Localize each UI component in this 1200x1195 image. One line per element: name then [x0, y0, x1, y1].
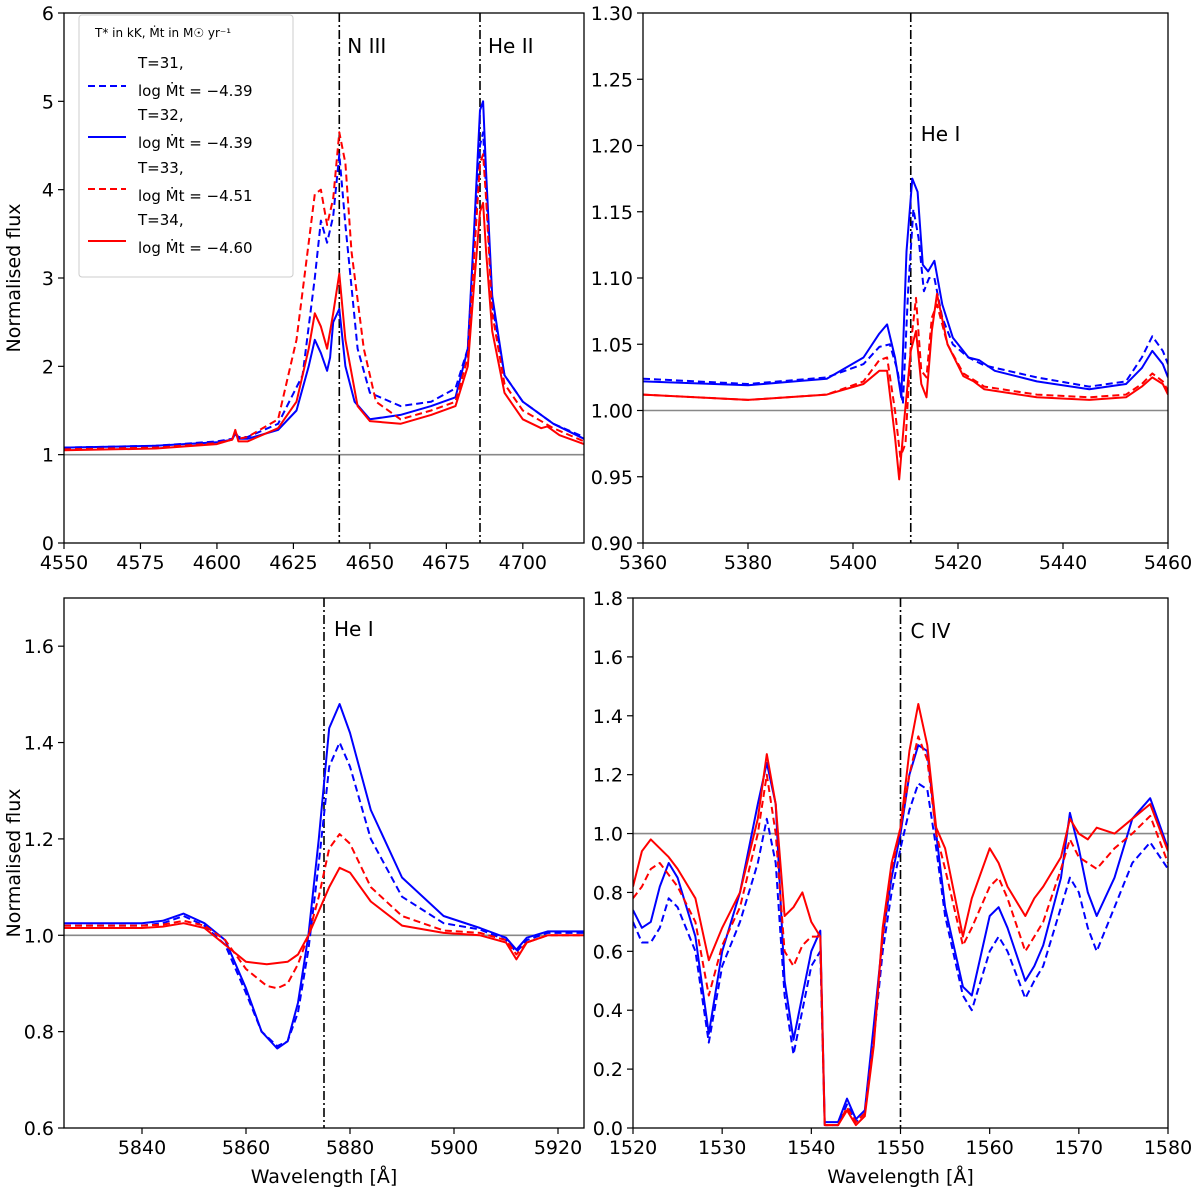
- legend: T* in kK, Ṁt in M☉ yr⁻¹ T=31, log Ṁt = −…: [78, 14, 294, 278]
- x-tick-label: 1520: [609, 1137, 657, 1159]
- x-tick-label: 5920: [534, 1137, 582, 1159]
- y-tick-label: 1.2: [24, 829, 54, 851]
- legend-title: T* in kK, Ṁt in M☉ yr⁻¹: [94, 25, 231, 40]
- x-tick-label: 5880: [326, 1137, 374, 1159]
- x-tick-label: 5440: [1039, 552, 1087, 574]
- y-tick-label: 0.8: [593, 882, 623, 904]
- x-tick-label: 4650: [346, 552, 394, 574]
- x-tick-label: 1570: [1055, 1137, 1103, 1159]
- y-tick-label: 0.2: [593, 1059, 623, 1081]
- y-axis-label: Normalised flux: [3, 204, 25, 353]
- series-line-top-right-2: [643, 296, 1168, 458]
- y-tick-label: 1.30: [591, 3, 633, 25]
- line-label-c-iv: C IV: [911, 619, 951, 643]
- legend-entry-t31-line2: log Ṁt = −4.39: [138, 81, 253, 100]
- y-tick-label: 1.20: [591, 136, 633, 158]
- y-tick-label: 1: [42, 445, 54, 467]
- x-tick-label: 1560: [965, 1137, 1013, 1159]
- legend-entry-t34-line1: T=34,: [137, 211, 184, 229]
- y-tick-label: 1.6: [24, 636, 54, 658]
- y-tick-label: 0.90: [591, 533, 633, 555]
- y-tick-label: 1.8: [593, 588, 623, 610]
- y-tick-label: 1.6: [593, 647, 623, 669]
- x-tick-label: 4675: [422, 552, 470, 574]
- y-tick-label: 2: [42, 356, 54, 378]
- legend-entry-t33-line1: T=33,: [137, 159, 184, 177]
- y-tick-label: 1.4: [24, 733, 54, 755]
- y-tick-label: 0.6: [593, 941, 623, 963]
- panel-bottom-left: He I 5840 5860 5880 5900 5920 0.6 0.8 1.0 1.2 1.4 1…: [3, 597, 585, 1188]
- x-tick-label: 1540: [787, 1137, 835, 1159]
- y-tick-label: 0.4: [593, 1000, 623, 1022]
- series-line-bottom-left-3: [64, 866, 584, 966]
- y-tick-label: 1.10: [591, 268, 633, 290]
- y-tick-label: 1.25: [591, 69, 633, 91]
- series-line-bottom-left-1: [64, 703, 584, 1050]
- legend-entry-t32-line1: T=32,: [137, 106, 184, 124]
- y-tick-label: 1.15: [591, 202, 633, 224]
- x-tick-label: 5420: [934, 552, 982, 574]
- x-tick-label: 4575: [116, 552, 164, 574]
- line-label-he-i: He I: [334, 617, 374, 641]
- y-tick-label: 1.00: [591, 401, 633, 423]
- x-tick-label: 5900: [430, 1137, 478, 1159]
- x-tick-label: 5860: [222, 1137, 270, 1159]
- x-tick-label: 5360: [619, 552, 667, 574]
- x-tick-label: 1580: [1144, 1137, 1192, 1159]
- x-tick-label: 5380: [724, 552, 772, 574]
- y-tick-label: 1.0: [593, 824, 623, 846]
- series-line-bottom-left-0: [64, 741, 584, 1048]
- x-tick-label: 5840: [118, 1137, 166, 1159]
- x-tick-label: 1530: [698, 1137, 746, 1159]
- legend-entry-t32-line2: log Ṁt = −4.39: [138, 133, 253, 152]
- x-tick-label: 1550: [876, 1137, 924, 1159]
- y-tick-label: 1.05: [591, 334, 633, 356]
- y-tick-label: 5: [42, 91, 54, 113]
- y-tick-label: 6: [42, 3, 54, 25]
- series-line-top-left-1: [64, 100, 584, 449]
- series-line-top-right-3: [643, 292, 1168, 481]
- x-tick-label: 4550: [40, 552, 88, 574]
- legend-entry-t31-line1: T=31,: [137, 54, 184, 72]
- plot-frame: [63, 597, 585, 1129]
- y-tick-label: 1.2: [593, 765, 623, 787]
- line-label-n-iii: N III: [347, 34, 386, 58]
- y-tick-label: 0.8: [24, 1022, 54, 1044]
- x-tick-label: 5400: [829, 552, 877, 574]
- legend-entry-t33-line2: log Ṁt = −4.51: [138, 186, 253, 205]
- x-tick-label: 5460: [1144, 552, 1192, 574]
- x-axis-label: Wavelength [Å]: [827, 1165, 974, 1188]
- y-axis-label: Normalised flux: [3, 789, 25, 938]
- y-tick-label: 0.6: [24, 1118, 54, 1140]
- x-tick-label: 4600: [193, 552, 241, 574]
- x-tick-label: 4700: [499, 552, 547, 574]
- series-line-top-right-1: [643, 177, 1168, 399]
- line-label-he-ii: He II: [488, 34, 534, 58]
- legend-entry-t34-line2: log Ṁt = −4.60: [138, 238, 253, 257]
- panel-top-right: He I 5360 5380 5400 5420 5440 5460 0.90 0.95 1.00…: [591, 3, 1192, 574]
- series-line-bottom-right-3: [633, 703, 1168, 1127]
- x-tick-label: 4625: [269, 552, 317, 574]
- series-line-bottom-right-2: [633, 735, 1168, 1127]
- y-tick-label: 1.0: [24, 925, 54, 947]
- y-tick-label: 0.0: [593, 1118, 623, 1140]
- x-axis-label: Wavelength [Å]: [251, 1165, 398, 1188]
- y-tick-label: 1.4: [593, 706, 623, 728]
- series-line-bottom-left-2: [64, 833, 584, 990]
- y-tick-label: 4: [42, 180, 54, 202]
- series-line-top-right-0: [643, 208, 1168, 405]
- y-tick-label: 0.95: [591, 467, 633, 489]
- line-label-he-i: He I: [921, 122, 961, 146]
- y-tick-label: 0: [42, 533, 54, 555]
- panel-bottom-right: C IV 1520 1530 1540 1550 1560 1570 1580 0.0 0.2 0.…: [593, 588, 1192, 1188]
- y-tick-label: 3: [42, 268, 54, 290]
- series-line-top-left-3: [64, 201, 584, 452]
